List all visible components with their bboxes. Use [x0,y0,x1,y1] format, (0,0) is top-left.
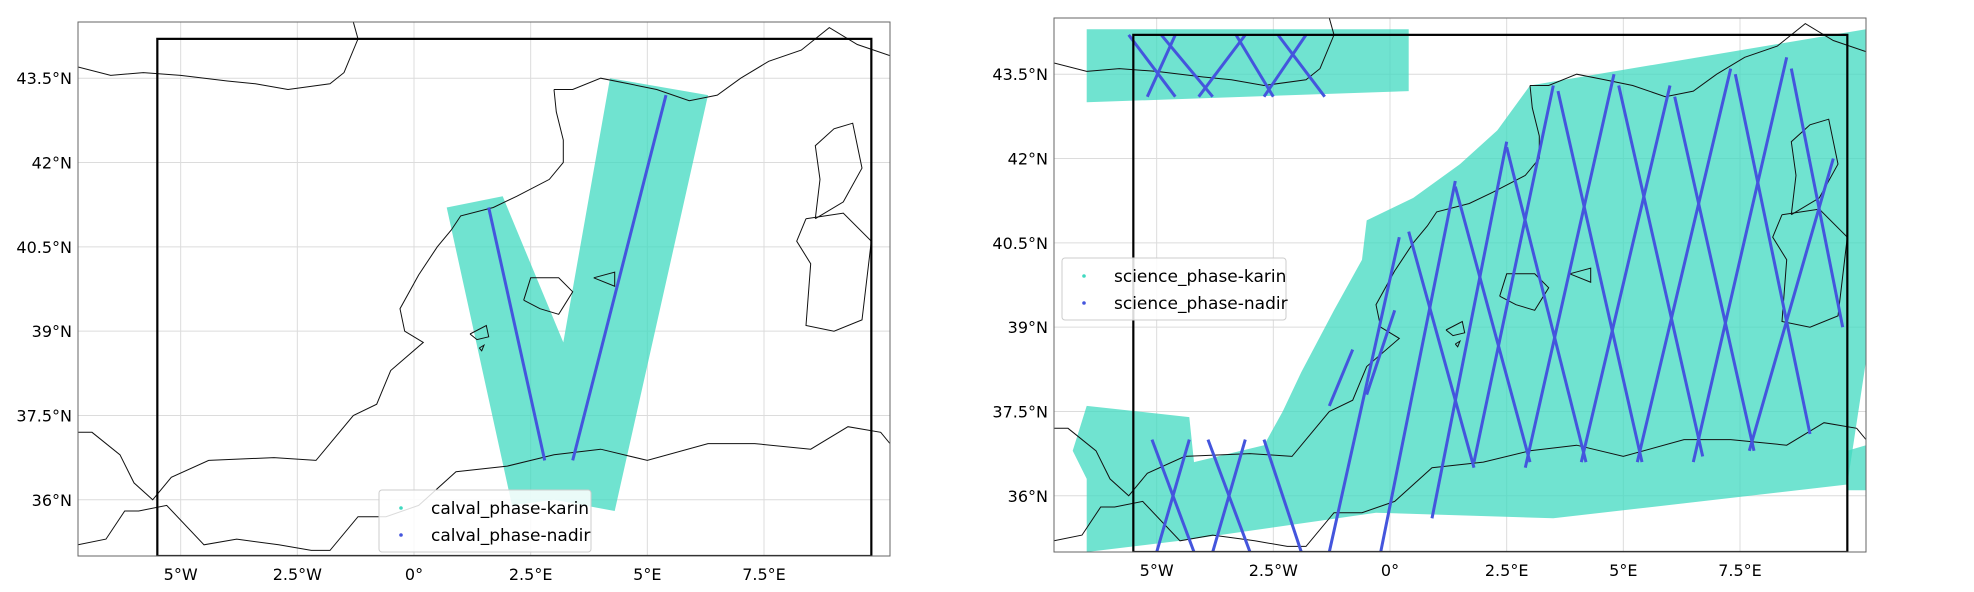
nadir-track [1733,73,1812,435]
island-outline [469,324,490,341]
legend: science_phase-karin science_phase-nadir [1061,257,1288,321]
science-phase-map: 5°W 2.5°W 0° 2.5°E 5°E 7.5°E 43.5°N 42°N 40.5°N 3… [992,0,1867,580]
y-tick-label: 36°N [1008,487,1048,506]
nadir-track [1276,33,1326,98]
coastline [1054,422,1866,547]
island-outline [1569,267,1592,283]
nadir-track [1127,33,1177,98]
nadir-track [1635,68,1733,463]
x-tick-label: 2.5°W [273,565,322,584]
nadir-track [1327,236,1401,552]
legend-box [378,489,592,553]
map-frame [77,21,891,557]
legend-marker [399,506,403,510]
coastline [1329,0,1338,12]
island-outline [523,277,574,315]
coastline [78,22,359,91]
nadir-track [1197,33,1247,98]
nadir-track [1379,180,1457,552]
y-tick-label: 40.5°N [16,238,72,257]
map-plot-area [78,0,890,556]
y-tick-label: 37.5°N [992,402,1048,421]
y-tick-label: 37.5°N [16,406,72,425]
nadir-track [1365,309,1397,396]
legend-label: calval_phase-nadir [431,526,590,546]
nadir-track [487,207,547,461]
nadir-track [1617,85,1705,457]
nadir-track [1523,73,1616,469]
nadir-track [1691,56,1789,463]
legend-marker [399,533,403,537]
x-tick-label: 2.5°E [1485,561,1529,580]
island-outline [814,122,863,220]
nadir-track [1262,439,1303,552]
legend-marker [1082,301,1086,305]
x-tick-label: 5°E [1609,561,1637,580]
legend-label: calval_phase-karin [431,499,589,519]
nadir-track [571,94,668,461]
coastline [1114,551,1115,552]
island-outline [593,271,616,287]
map-frame [1053,17,1867,553]
island-outline [1454,340,1462,348]
y-tick-label: 43.5°N [16,69,72,88]
island-outline [1499,273,1550,311]
nadir-track [1327,349,1355,407]
coastline [78,89,564,501]
nadir-track [1673,96,1756,452]
coastline [554,26,890,102]
nadir-track [1579,85,1672,463]
island-outline [1445,320,1466,337]
coastline [138,555,139,556]
nadir-track [1453,186,1532,463]
y-tick-label: 43.5°N [992,65,1048,84]
x-tick-label: 0° [405,565,423,584]
legend: calval_phase-karin calval_phase-nadir [378,489,592,553]
y-tick-label: 42°N [32,154,72,173]
x-tick-label: 0° [1381,561,1399,580]
x-tick-label: 2.5°W [1249,561,1298,580]
x-tick-label: 7.5°E [1718,561,1762,580]
coastline [353,0,362,16]
legend-box [1061,257,1287,321]
nadir-track [1155,439,1191,552]
nadir-track [1556,90,1644,463]
island-outline [478,344,486,352]
x-tick-label: 2.5°E [509,565,553,584]
island-outline [796,212,872,332]
legend-label: science_phase-nadir [1114,294,1288,314]
region-box [156,37,873,556]
nadir-track [1505,146,1588,463]
karin-swath [1072,29,1866,552]
nadir-track [1789,68,1845,328]
island-outline [1772,208,1848,328]
nadir-track [1145,34,1177,98]
nadir-track [1430,141,1509,519]
karin-swath [1086,29,1409,103]
nadir-track [1407,231,1476,469]
y-tick-label: 39°N [1008,318,1048,337]
map-plot-area [1054,0,1866,552]
legend-label: science_phase-karin [1114,267,1286,287]
nadir-track [1234,34,1275,98]
y-tick-label: 36°N [32,491,72,510]
y-tick-label: 39°N [32,322,72,341]
nadir-track [1262,34,1308,98]
calval-phase-map: 5°W 2.5°W 0° 2.5°E 5°E 7.5°E 43.5°N 42°N 40.5°N 3… [16,0,891,584]
x-tick-label: 5°E [633,565,661,584]
coastline [1054,18,1335,87]
coastline [1530,22,1866,98]
y-tick-label: 42°N [1008,150,1048,169]
nadir-track [1472,85,1555,463]
x-tick-label: 5°W [1140,561,1174,580]
legend-marker [1082,274,1086,278]
nadir-track [1211,439,1247,552]
y-tick-label: 40.5°N [992,234,1048,253]
x-tick-label: 7.5°E [742,565,786,584]
karin-swath [1847,445,1866,491]
x-tick-label: 5°W [164,565,198,584]
